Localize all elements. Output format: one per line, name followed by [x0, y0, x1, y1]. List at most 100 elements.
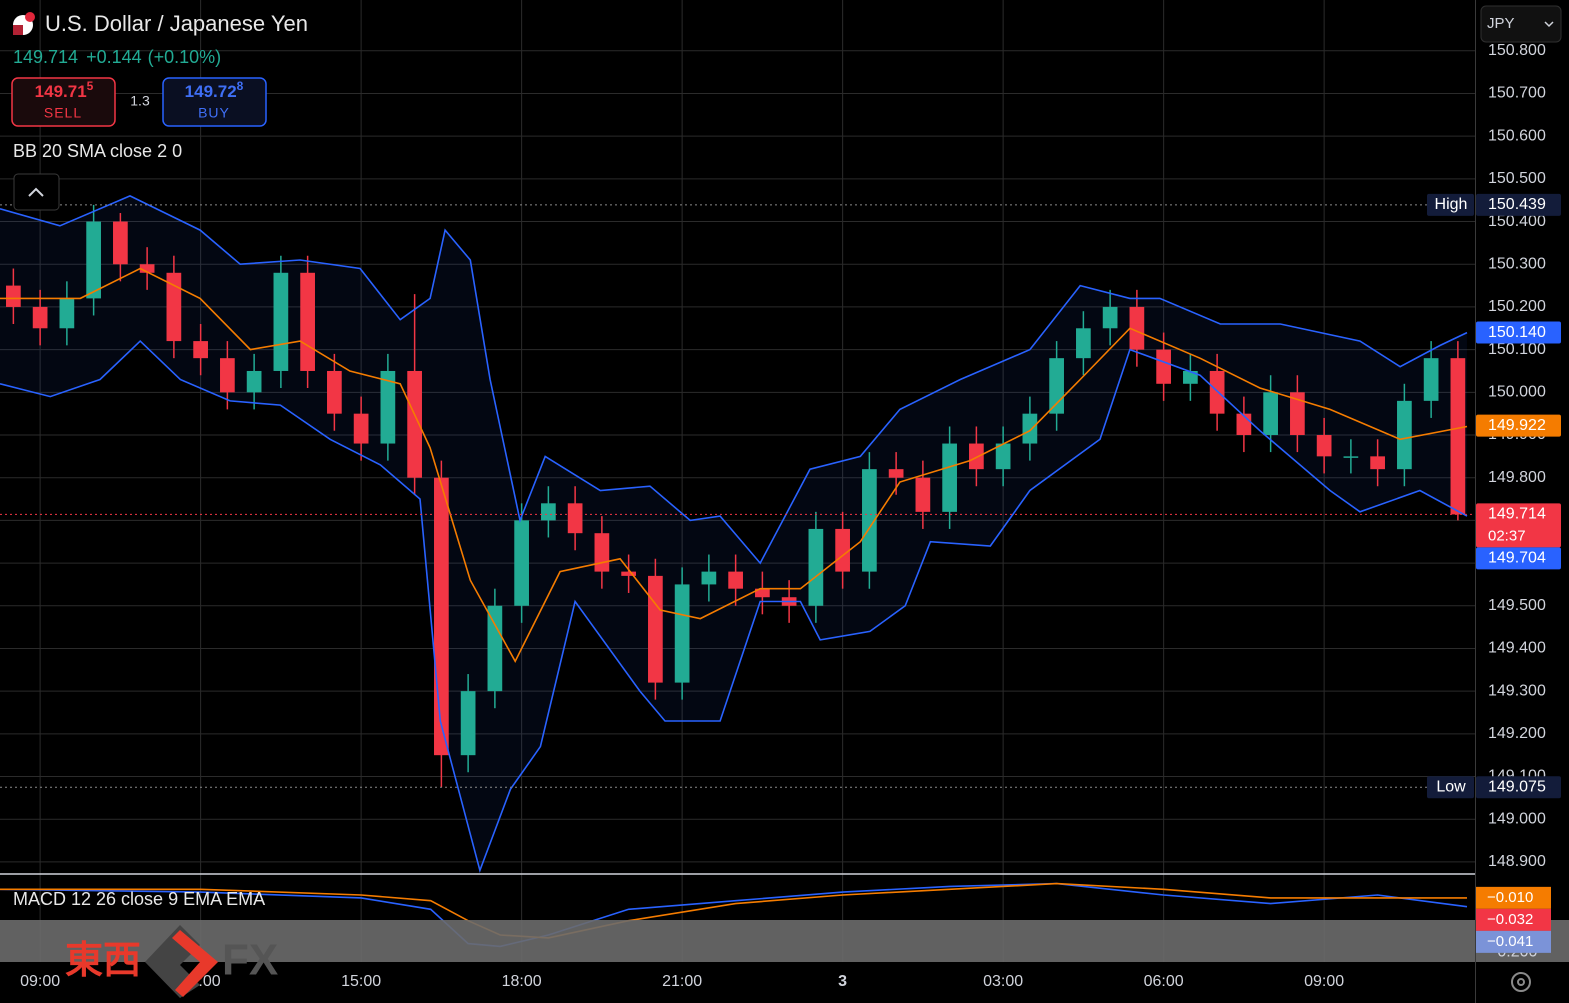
x-tick-label: 09:00 — [1304, 973, 1344, 990]
price-badge — [1476, 547, 1561, 570]
badge-layer: −0.010 −0.032 −0.041 High 150.439 150.140 149.… — [1427, 193, 1561, 953]
candle-body — [86, 221, 101, 299]
candle-body — [674, 584, 690, 683]
y-tick-label: 149.500 — [1488, 597, 1546, 614]
candle-body — [460, 691, 476, 756]
y-tick-label: 150.700 — [1488, 85, 1546, 102]
sell-label[interactable]: SELL — [44, 105, 82, 121]
candle-body — [567, 503, 583, 534]
y-tick-label: 149.300 — [1488, 682, 1546, 699]
spread: 1.3 — [130, 93, 150, 109]
price-tag-box — [1427, 193, 1474, 216]
y-tick-label: 150.300 — [1488, 255, 1546, 272]
price-badge-label: 149.704 — [1488, 550, 1546, 567]
macd-badge-label: −0.032 — [1487, 911, 1533, 928]
flag-icon-jp — [25, 12, 35, 22]
x-tick-label: 3 — [838, 973, 847, 990]
settings-icon[interactable] — [1511, 972, 1531, 992]
band-line — [0, 195, 1468, 565]
sell-price-main[interactable]: 149.71 — [35, 82, 87, 101]
sell-price[interactable]: 149.715 — [35, 79, 94, 101]
candle-body — [808, 528, 824, 606]
candle-body — [541, 503, 556, 521]
candle-body — [220, 358, 235, 393]
price-tag: High — [1435, 196, 1468, 213]
candle-body — [594, 533, 610, 572]
y-tick-label: 150.200 — [1488, 298, 1546, 315]
y-tick-label: 149.000 — [1488, 810, 1546, 827]
buy-price-pip[interactable]: 8 — [237, 79, 244, 93]
macd-legend: MACD 12 26 close 9 EMA EMA — [13, 889, 265, 909]
macd-badge-label: −0.010 — [1487, 889, 1533, 906]
price-badge — [1476, 193, 1561, 216]
candle-body — [969, 443, 984, 470]
x-tick-label: 18:00 — [502, 973, 542, 990]
candle-body — [1049, 358, 1064, 414]
x-tick-label: 09:00 — [20, 973, 60, 990]
candle-body — [648, 575, 663, 683]
chart-title: U.S. Dollar / Japanese Yen — [45, 11, 308, 36]
settings-icon-center[interactable] — [1517, 978, 1525, 986]
candle-body — [1290, 392, 1305, 436]
candle-body — [888, 469, 904, 478]
candle-body — [1129, 306, 1145, 350]
buy-label[interactable]: BUY — [198, 105, 230, 121]
y-tick-label: 150.000 — [1488, 384, 1546, 401]
bb-legend: BB 20 SMA close 2 0 — [13, 141, 182, 161]
collapse-button[interactable] — [13, 173, 60, 211]
candle-body — [1156, 349, 1171, 384]
currency-selector[interactable] — [1480, 5, 1562, 43]
candle-body — [1209, 370, 1225, 414]
candle-body — [434, 477, 449, 756]
y-tick-label: 150.600 — [1488, 127, 1546, 144]
y-tick-label: 150.400 — [1488, 213, 1546, 230]
price-badge — [1476, 414, 1561, 437]
candle-body — [995, 443, 1011, 470]
change: +0.144 — [86, 47, 142, 67]
candle-body — [942, 443, 957, 512]
band-line — [0, 267, 1468, 664]
macd-badge — [1476, 886, 1551, 909]
buy-price-main[interactable]: 149.72 — [185, 82, 237, 101]
candle-body — [862, 469, 877, 572]
candle-body — [755, 588, 770, 598]
change-percent: (+0.10%) — [148, 47, 222, 67]
candle-body — [1183, 370, 1198, 384]
buy-button[interactable] — [162, 77, 267, 127]
flag-icon-us — [13, 25, 23, 35]
price-badge — [1476, 776, 1561, 799]
price-badge — [1476, 321, 1561, 344]
data-layer — [0, 195, 1475, 874]
candle-body — [915, 477, 931, 512]
band-line — [0, 339, 1468, 874]
x-tick-label: 21:00 — [662, 973, 702, 990]
candle-body — [407, 370, 422, 478]
candle-body — [32, 306, 48, 329]
quote-line: 149.714 +0.144 (+0.10%) — [13, 47, 221, 67]
price-badge-label: 150.140 — [1488, 324, 1546, 341]
sell-price-pip[interactable]: 5 — [87, 79, 94, 93]
sell-button[interactable] — [11, 77, 116, 127]
price-badge-label: 150.439 — [1488, 196, 1546, 213]
price-tag-box — [1427, 776, 1474, 799]
currency-label[interactable]: JPY — [1487, 15, 1515, 32]
buy-price[interactable]: 149.728 — [185, 79, 244, 101]
band-fill — [0, 195, 1467, 871]
y-tick-label: 150.100 — [1488, 341, 1546, 358]
candle-body — [166, 272, 182, 342]
collapse-icon[interactable] — [28, 187, 44, 197]
candle-body — [1423, 358, 1439, 401]
candle-body — [514, 520, 529, 606]
macd-layer — [0, 882, 1468, 948]
candle-body — [353, 413, 369, 444]
candle-body — [1022, 413, 1038, 444]
currency-caret[interactable] — [1544, 21, 1554, 28]
candle-body — [728, 571, 743, 589]
candle-body — [1102, 306, 1118, 329]
candle-body — [273, 272, 289, 371]
watermark-kanji: 東西 — [65, 940, 141, 982]
candle-body — [701, 571, 717, 585]
candle-body — [1370, 456, 1385, 470]
macd-line — [0, 882, 1468, 948]
